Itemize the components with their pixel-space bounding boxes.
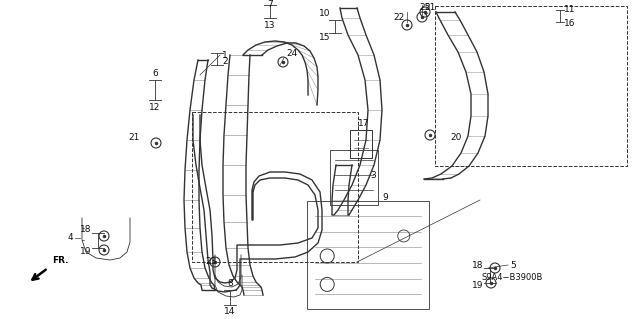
Text: 18: 18 [472,261,483,270]
Text: 6: 6 [152,69,158,78]
Text: FR.: FR. [52,256,68,265]
Text: 14: 14 [224,308,236,316]
Text: 11: 11 [564,5,575,14]
Text: 21: 21 [424,4,436,12]
Text: 22: 22 [394,13,405,23]
Text: 19: 19 [79,247,91,256]
Text: 8: 8 [227,279,233,288]
Text: 18: 18 [79,225,91,234]
Text: 7: 7 [267,0,273,9]
Text: S9A4−B3900B: S9A4−B3900B [481,273,543,282]
Text: 13: 13 [264,20,276,29]
Text: 10: 10 [319,10,330,19]
Text: 9: 9 [382,192,388,202]
Bar [307,201,429,309]
Bar [330,150,378,205]
Text: 23: 23 [205,257,216,266]
Text: 15: 15 [319,33,330,42]
Text: 2: 2 [222,57,228,66]
Text: 25: 25 [419,3,431,11]
Text: 21: 21 [129,133,140,143]
Text: 3: 3 [370,170,376,180]
Bar [350,130,372,158]
Text: 17: 17 [358,120,369,129]
Text: 24: 24 [286,48,297,57]
Text: 4: 4 [67,234,73,242]
Text: 5: 5 [510,261,516,270]
Bar [192,112,358,262]
Text: 1: 1 [222,50,228,60]
Text: 19: 19 [472,281,483,291]
Text: 12: 12 [149,102,161,112]
Bar [435,6,627,166]
Text: 20: 20 [450,133,461,143]
Text: 16: 16 [564,19,575,28]
